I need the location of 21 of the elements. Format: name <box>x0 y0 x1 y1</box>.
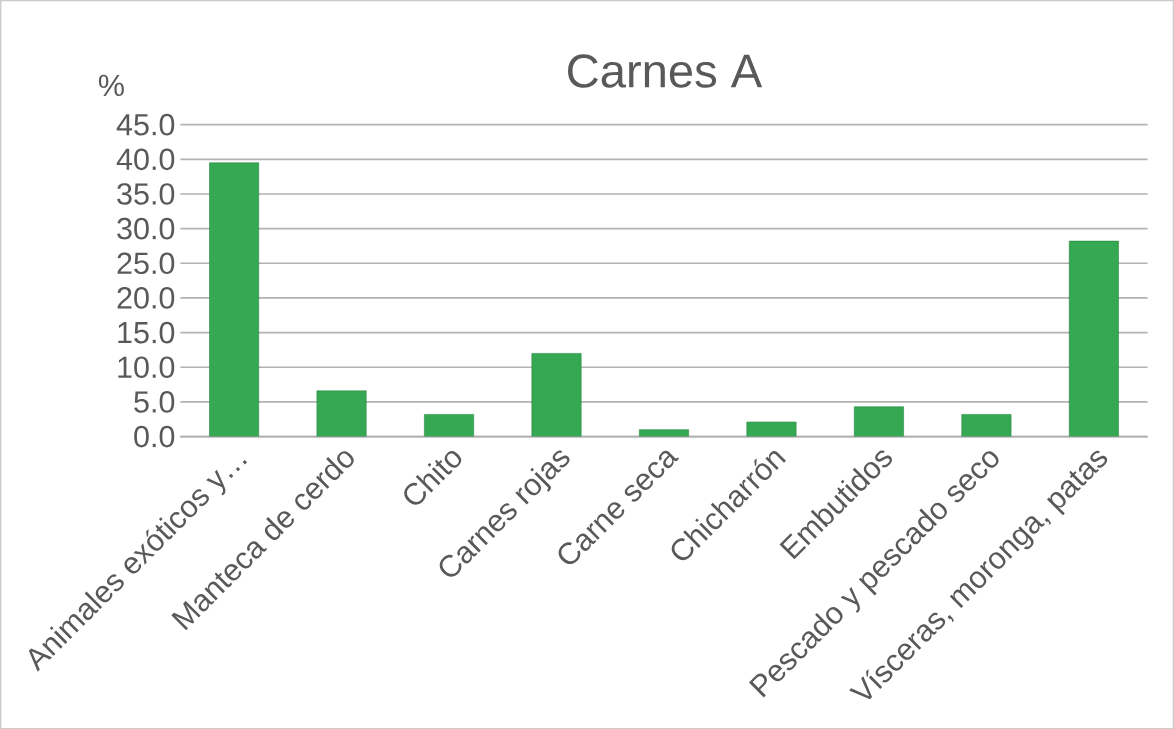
y-tick-label: 25.0 <box>117 252 175 274</box>
bar <box>1068 240 1119 437</box>
y-tick-label: 30.0 <box>117 217 175 240</box>
bar <box>853 406 904 437</box>
bar <box>746 421 797 437</box>
y-tick-label: 0.0 <box>134 425 175 448</box>
y-axis-title: % <box>98 74 124 96</box>
y-tick-label: 15.0 <box>118 321 175 344</box>
bar <box>961 413 1012 437</box>
bar <box>209 162 260 437</box>
bar <box>639 429 689 437</box>
bar <box>531 352 582 437</box>
y-tick-label: 5.0 <box>134 390 175 413</box>
y-tick-label: 45.0 <box>116 113 175 136</box>
y-tick-label: 20.0 <box>117 286 175 309</box>
bar <box>424 413 474 437</box>
bar <box>316 390 367 437</box>
y-tick-label: 35.0 <box>117 182 175 205</box>
chart-title: Carnes A <box>568 54 763 88</box>
y-tick-label: 40.0 <box>116 148 175 170</box>
y-tick-label: 10.0 <box>118 356 175 378</box>
